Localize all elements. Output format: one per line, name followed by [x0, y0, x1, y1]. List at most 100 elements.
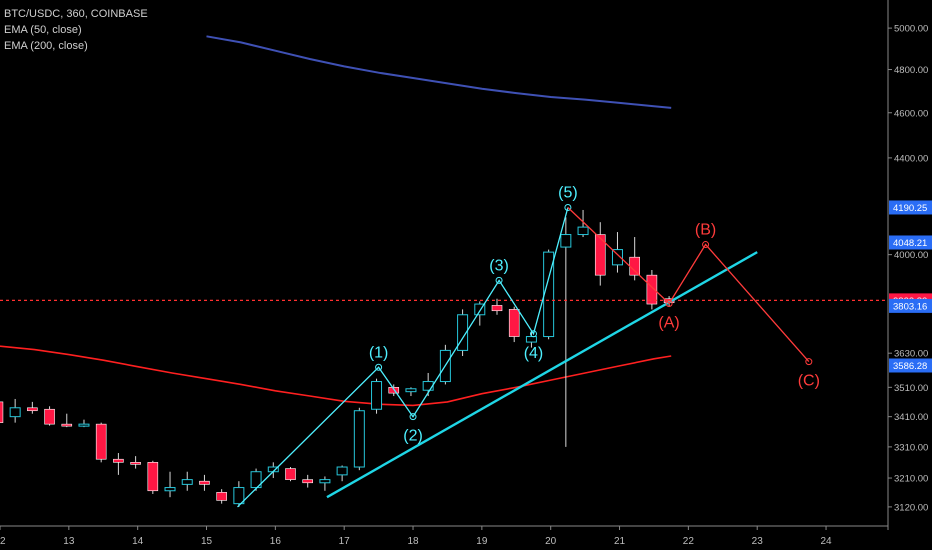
corrective-wave-point: [665, 300, 673, 308]
candle-body: [508, 309, 520, 337]
candle-body: [474, 303, 486, 316]
support-trendline: [326, 251, 758, 499]
price-tag-bg: [889, 200, 932, 215]
impulse-wave[interactable]: (1) (2) (3) (4) (5): [237, 185, 578, 508]
impulse-wave-point: [529, 330, 537, 338]
corrective-wave-label: (B): [695, 222, 716, 239]
x-tick-label: 16: [270, 536, 282, 547]
candle-body: [577, 226, 589, 236]
impulse-wave-line: [237, 207, 569, 508]
price-tag-bg: [889, 358, 932, 373]
candle: [147, 460, 159, 494]
price-tag: 4048.21: [889, 235, 932, 250]
candle: [130, 456, 141, 469]
candle: [336, 465, 348, 482]
candle-body: [78, 423, 90, 427]
candle: [216, 489, 227, 504]
candle-body: [594, 234, 606, 276]
impulse-wave-label: (3): [489, 257, 509, 274]
y-tick-label: 3210.00: [894, 474, 928, 485]
corrective-wave[interactable]: (A) (B) (C): [567, 207, 820, 390]
impulse-wave-point: [409, 413, 417, 421]
corrective-wave-point: [702, 241, 710, 249]
price-tag: 3586.28: [889, 358, 932, 373]
x-tick-label: 24: [820, 536, 832, 547]
y-tick-label: 4400.00: [894, 153, 928, 164]
candle-body: [233, 487, 245, 505]
candle-body: [371, 381, 383, 410]
x-tick-label: 17: [339, 536, 351, 547]
candle-body: [353, 410, 365, 468]
candle-body: [113, 458, 124, 463]
candle: [250, 468, 262, 491]
price-tag-text: 3586.28: [893, 361, 927, 372]
y-tick-label: 3510.00: [894, 383, 928, 394]
candle-body: [422, 381, 434, 391]
candle: [577, 209, 589, 238]
candle: [594, 222, 606, 286]
candle: [113, 453, 124, 475]
candle: [78, 419, 90, 428]
x-tick-label: 15: [201, 536, 213, 547]
candle: [285, 467, 296, 482]
ema200-series: [206, 35, 672, 109]
candle-body: [147, 462, 159, 492]
impulse-wave-label: (5): [558, 185, 578, 202]
price-tag-text: 4190.25: [893, 203, 927, 214]
price-tag-bg: [889, 298, 932, 313]
candle-body: [611, 249, 623, 266]
candle-body: [491, 305, 503, 312]
candle-body: [336, 466, 348, 476]
candle: [405, 387, 417, 397]
candle: [560, 217, 572, 447]
candle-body: [0, 401, 4, 423]
candle: [371, 378, 383, 414]
price-tag-text: 4048.21: [893, 238, 927, 249]
price-tag: 3803.16: [889, 298, 932, 313]
candle: [302, 474, 314, 488]
corrective-wave-label: (A): [658, 315, 679, 332]
candle-body: [61, 423, 73, 427]
candle-body: [130, 462, 141, 465]
y-tick-label: 4600.00: [894, 108, 928, 119]
candle-body: [44, 408, 55, 425]
x-tick-label: 20: [545, 536, 557, 547]
impulse-wave-point: [564, 204, 572, 212]
candle-body: [302, 479, 314, 484]
candle: [233, 481, 245, 507]
candle-body: [525, 336, 537, 343]
impulse-wave-label: (4): [524, 345, 544, 362]
candle-body: [27, 407, 38, 412]
candle: [95, 422, 107, 463]
candle-body: [457, 314, 469, 351]
candle-body: [388, 387, 400, 394]
candle: [457, 309, 469, 356]
x-tick-label: 21: [614, 536, 626, 547]
price-tag-text: 3803.16: [893, 301, 927, 312]
candle-body: [629, 256, 640, 276]
x-tick-label: 14: [132, 536, 144, 547]
candle: [353, 407, 365, 471]
candle-body: [560, 234, 572, 248]
trendline[interactable]: [326, 251, 758, 499]
legend-symbol: BTC/USDC, 360, COINBASE: [4, 8, 148, 20]
candle: [199, 474, 210, 491]
candle-body: [164, 487, 176, 492]
chart-legend: BTC/USDC, 360, COINBASE EMA (50, close) …: [4, 6, 148, 54]
candle-body: [285, 468, 296, 480]
y-tick-label: 5000.00: [894, 24, 928, 35]
y-tick-label: 3310.00: [894, 442, 928, 453]
candle: [9, 398, 21, 423]
candle-body: [95, 423, 107, 460]
x-tick-label: 23: [752, 536, 764, 547]
candle-body: [250, 471, 262, 489]
candle: [61, 413, 73, 428]
candle-body: [319, 479, 331, 484]
impulse-wave-point: [375, 363, 383, 371]
candle-body: [646, 274, 658, 305]
candle-body: [405, 388, 417, 393]
y-tick-label: 4000.00: [894, 250, 928, 261]
